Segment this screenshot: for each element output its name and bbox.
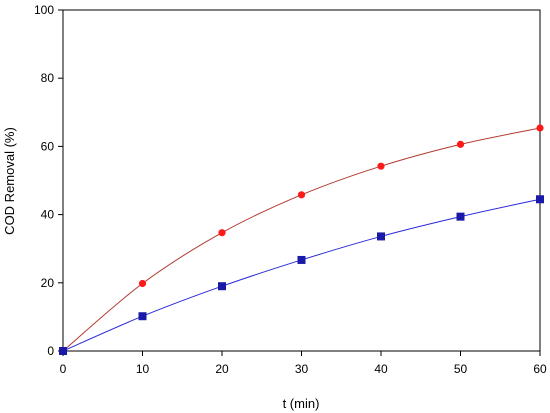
y-tick-label: 40: [41, 208, 55, 222]
series-1-point: [297, 191, 306, 199]
y-tick-label: 60: [41, 139, 55, 153]
series-2-point: [456, 212, 465, 221]
x-tick-label: 20: [215, 362, 229, 376]
markers-group: [59, 124, 544, 355]
x-tick-label: 50: [454, 362, 468, 376]
y-tick-label: 0: [47, 344, 54, 358]
series-2-point: [297, 255, 306, 264]
series-1-point: [377, 162, 385, 170]
series-1-point: [536, 124, 544, 132]
x-tick-label: 30: [295, 362, 309, 376]
series-2-point: [536, 195, 544, 204]
y-axis-title: COD Removal (%): [2, 127, 17, 235]
axes-group: [58, 9, 541, 356]
series-1-fit-line: [62, 127, 541, 352]
y-tick-label: 20: [41, 276, 55, 290]
x-tick-label: 0: [60, 362, 67, 376]
y-tick-label: 100: [34, 3, 54, 17]
series-2-point: [218, 282, 226, 291]
x-axis-title: t (min): [283, 396, 320, 411]
tick-labels-group: 0 10 20 30 40 50 60 0 20 40 60 80 100: [34, 3, 547, 376]
fit-lines-group: [62, 127, 541, 352]
series-2-fit-line: [62, 198, 541, 352]
x-tick-label: 60: [533, 362, 547, 376]
series-1-point: [138, 279, 147, 288]
series-2-point: [138, 312, 147, 321]
series-1-point: [218, 229, 226, 237]
series-2-point: [59, 347, 67, 355]
y-tick-label: 80: [41, 71, 55, 85]
series-2-point: [377, 232, 385, 241]
x-tick-label: 40: [374, 362, 388, 376]
series-1-point: [456, 140, 465, 148]
plot-frame: [62, 9, 541, 352]
x-tick-label: 10: [136, 362, 150, 376]
